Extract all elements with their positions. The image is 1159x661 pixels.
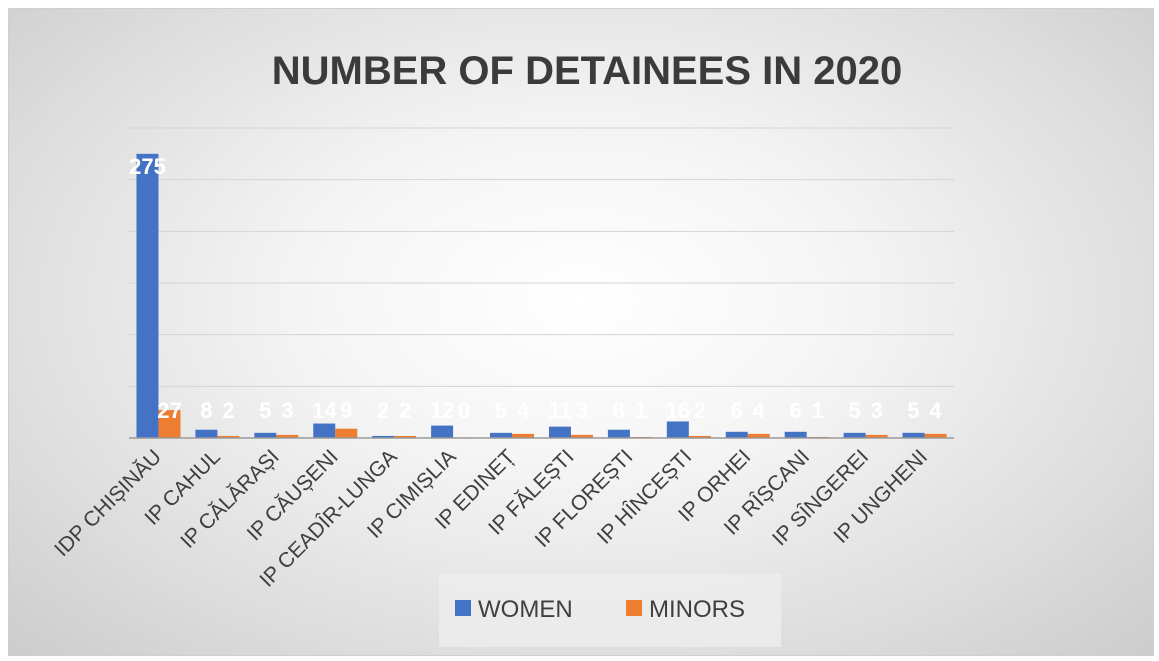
chart-frame: NUMBER OF DETAINEES IN 2020 275 27 8 2 5 3 14 9… bbox=[8, 8, 1154, 656]
bar-women-ip-hincesti bbox=[666, 421, 689, 438]
data-label-minors-ip-orhei: 4 bbox=[753, 398, 766, 423]
data-label-minors-ip-cahul: 2 bbox=[222, 398, 234, 423]
gridlines bbox=[129, 127, 954, 387]
bar-minors-ip-singerei bbox=[865, 434, 888, 438]
data-label-women-ip-singerei: 5 bbox=[848, 398, 860, 423]
bar-women-idp-chisinau bbox=[136, 153, 159, 439]
legend-label-women: WOMEN bbox=[478, 596, 573, 623]
bar-minors-ip-orhei bbox=[747, 433, 770, 438]
data-label-women-ip-causeni: 14 bbox=[312, 398, 337, 423]
bar-minors-ip-hincesti bbox=[688, 435, 711, 438]
bar-minors-idp-chisinau bbox=[158, 410, 181, 438]
legend: WOMEN MINORS bbox=[439, 574, 781, 647]
bar-women-ip-edinet bbox=[490, 432, 513, 438]
bar-women-ip-ungheni bbox=[902, 432, 925, 438]
bar-women-ip-cimislia bbox=[431, 425, 454, 438]
data-label-women-ip-ungheni: 5 bbox=[907, 398, 919, 423]
bar-women-ip-singerei bbox=[843, 432, 866, 438]
data-label-minors-ip-singerei: 3 bbox=[870, 398, 882, 423]
data-label-minors-ip-hincesti: 2 bbox=[694, 398, 706, 423]
bar-women-ip-riscani bbox=[784, 431, 807, 438]
data-label-women-ip-cimislia: 12 bbox=[430, 398, 454, 423]
data-label-women-idp-chisinau: 275 bbox=[129, 154, 166, 179]
data-label-women-ip-ceadir-lunga: 2 bbox=[377, 398, 389, 423]
bar-women-ip-calarasi bbox=[254, 432, 277, 438]
legend-swatch-women bbox=[455, 600, 471, 616]
data-label-women-ip-riscani: 6 bbox=[790, 398, 802, 423]
legend-label-minors: MINORS bbox=[649, 596, 745, 623]
bars bbox=[136, 153, 947, 439]
data-label-women-ip-calarasi: 5 bbox=[259, 398, 271, 423]
x-tick-label-idp-chisinau: IDP CHIȘINĂU bbox=[50, 445, 166, 561]
bar-minors-ip-edinet bbox=[512, 433, 535, 438]
legend-background bbox=[439, 574, 781, 647]
data-label-minors-idp-chisinau: 27 bbox=[157, 398, 181, 423]
data-label-women-ip-floresti: 8 bbox=[613, 398, 625, 423]
bar-women-ip-cahul bbox=[195, 429, 218, 438]
data-label-women-ip-orhei: 6 bbox=[731, 398, 743, 423]
bar-women-ip-causeni bbox=[313, 423, 336, 438]
data-label-women-ip-edinet: 5 bbox=[495, 398, 507, 423]
data-label-minors-ip-riscani: 1 bbox=[812, 398, 824, 423]
data-label-women-ip-cahul: 8 bbox=[200, 398, 212, 423]
bar-women-ip-orhei bbox=[725, 431, 748, 438]
data-label-minors-ip-cimislia: 0 bbox=[458, 398, 470, 423]
bar-minors-ip-cahul bbox=[217, 435, 240, 438]
legend-swatch-minors bbox=[626, 600, 642, 616]
data-label-minors-ip-edinet: 4 bbox=[517, 398, 530, 423]
data-label-women-ip-falesti: 11 bbox=[548, 398, 571, 423]
bar-minors-ip-causeni bbox=[335, 428, 358, 438]
data-label-minors-ip-ceadir-lunga: 2 bbox=[399, 398, 411, 423]
data-label-minors-ip-causeni: 9 bbox=[340, 398, 352, 423]
bar-minors-ip-ceadir-lunga bbox=[394, 435, 417, 438]
bar-women-ip-floresti bbox=[607, 429, 630, 438]
bar-minors-ip-ungheni bbox=[924, 433, 947, 438]
bar-minors-ip-calarasi bbox=[276, 434, 299, 438]
data-label-minors-ip-calarasi: 3 bbox=[281, 398, 293, 423]
data-label-minors-ip-falesti: 3 bbox=[576, 398, 588, 423]
data-label-women-ip-hincesti: 16 bbox=[666, 398, 690, 423]
chart-title: NUMBER OF DETAINEES IN 2020 bbox=[272, 49, 903, 93]
bar-minors-ip-falesti bbox=[570, 434, 593, 438]
bar-women-ip-falesti bbox=[548, 426, 571, 438]
data-label-minors-ip-floresti: 1 bbox=[635, 398, 647, 423]
bar-women-ip-ceadir-lunga bbox=[372, 435, 395, 438]
data-label-minors-ip-ungheni: 4 bbox=[929, 398, 942, 423]
